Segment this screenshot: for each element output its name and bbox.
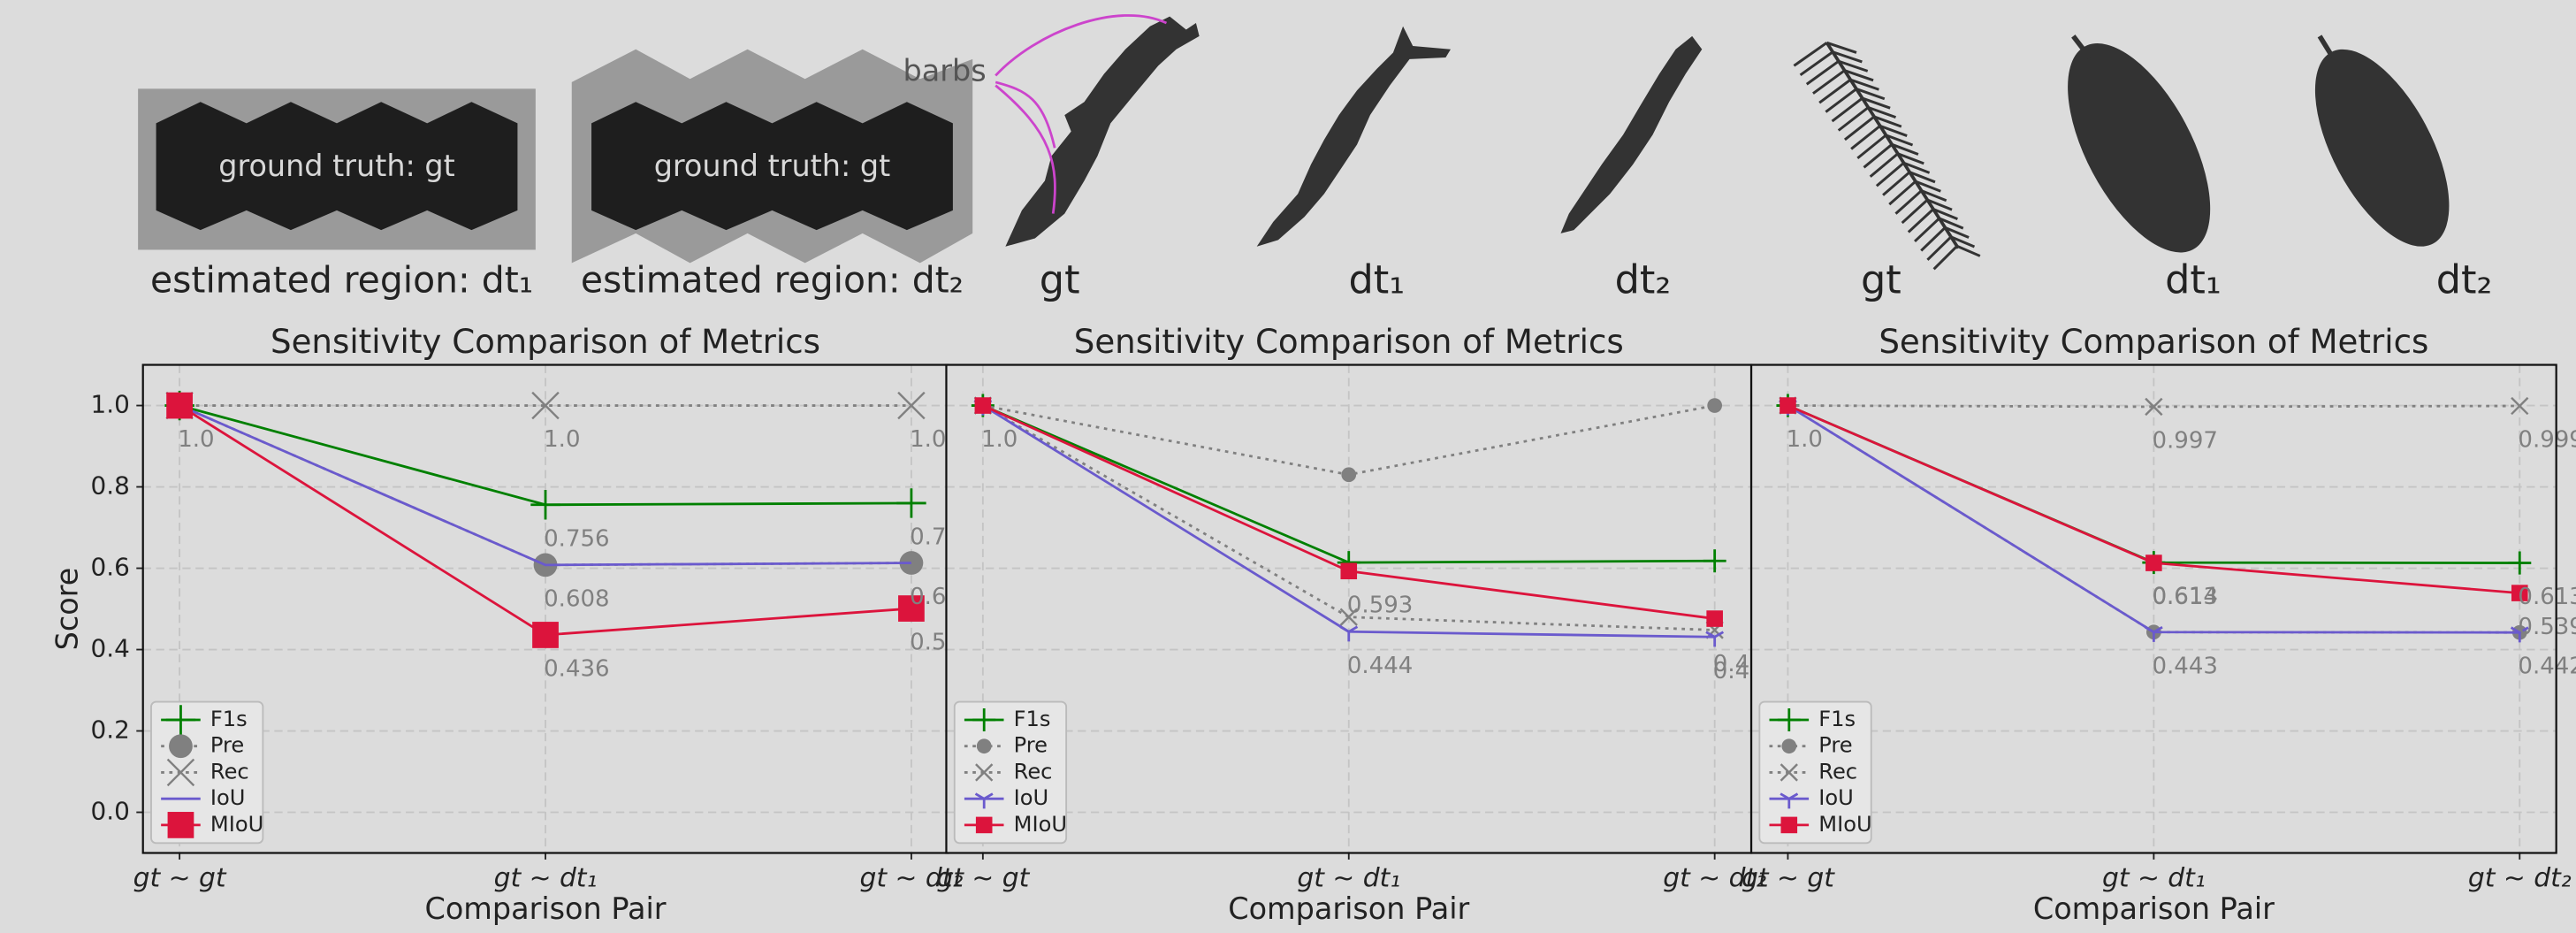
x-tick-label: gt ~ dt₂ bbox=[2468, 863, 2572, 894]
legend-marker bbox=[1781, 817, 1798, 834]
x-tick-label: gt ~ gt bbox=[936, 863, 1030, 894]
value-label: 0.442 bbox=[2518, 654, 2576, 680]
shape-label: dt₂ bbox=[1615, 257, 1672, 303]
shape-label: dt₁ bbox=[1349, 257, 1406, 303]
value-label: 0.999 bbox=[2518, 427, 2576, 454]
legend-marker bbox=[976, 817, 993, 834]
legend-marker bbox=[1781, 738, 1796, 753]
value-label: 0.997 bbox=[2153, 427, 2218, 454]
x-axis-label: Comparison Pair bbox=[2033, 891, 2275, 926]
x-axis-label: Comparison Pair bbox=[424, 891, 666, 926]
value-label: 0.444 bbox=[1347, 653, 1413, 679]
legend-label: IoU bbox=[1014, 785, 1049, 810]
marker bbox=[532, 622, 559, 648]
x-tick-label: gt ~ dt₁ bbox=[2102, 863, 2206, 894]
figure: ground truth: gt estimated region: dt₁ g… bbox=[0, 0, 2576, 933]
chart-title: Sensitivity Comparison of Metrics bbox=[1074, 323, 1624, 361]
legend-label: Rec bbox=[1014, 759, 1053, 784]
value-label: 0.443 bbox=[2153, 653, 2218, 679]
y-tick-label: 0.8 bbox=[91, 471, 130, 501]
legend-label: F1s bbox=[210, 707, 248, 731]
y-tick-label: 0.6 bbox=[91, 553, 130, 582]
box-caption: estimated region: dt₁ bbox=[150, 259, 533, 302]
x-tick-label: gt ~ dt₁ bbox=[1297, 863, 1400, 894]
marker bbox=[1340, 562, 1357, 579]
marker bbox=[1706, 610, 1723, 627]
marker bbox=[975, 397, 992, 414]
legend-label: IoU bbox=[210, 785, 246, 810]
value-label: 1.0 bbox=[178, 426, 214, 453]
y-axis-label: Score bbox=[50, 568, 85, 651]
legend-label: Rec bbox=[210, 759, 249, 784]
annotation: barbs bbox=[903, 53, 987, 88]
shape-label: dt₂ bbox=[2436, 257, 2493, 303]
legend-label: MIoU bbox=[1014, 812, 1067, 837]
value-label: 0.608 bbox=[544, 585, 609, 612]
value-label: 1.0 bbox=[910, 426, 946, 453]
legend-label: MIoU bbox=[210, 812, 263, 837]
legend-marker bbox=[169, 734, 193, 758]
legend-label: IoU bbox=[1818, 785, 1854, 810]
y-tick-label: 0.4 bbox=[91, 634, 130, 663]
value-label: 0.756 bbox=[544, 525, 609, 552]
page: ground truth: gt estimated region: dt₁ g… bbox=[0, 0, 2576, 933]
marker bbox=[166, 393, 193, 419]
region-label: ground truth: gt bbox=[654, 149, 891, 183]
marker bbox=[1707, 398, 1722, 413]
legend-label: Pre bbox=[210, 733, 244, 758]
value-label: 1.0 bbox=[981, 426, 1017, 453]
y-tick-label: 0.2 bbox=[91, 715, 130, 745]
marker bbox=[2145, 554, 2162, 571]
legend-marker bbox=[168, 812, 194, 838]
legend-marker bbox=[977, 738, 992, 753]
value-label: 1.0 bbox=[544, 426, 580, 453]
value-label: 0.593 bbox=[1347, 592, 1413, 618]
legend-label: F1s bbox=[1014, 707, 1051, 731]
value-label: 1.0 bbox=[1787, 426, 1823, 453]
value-label: 0.539 bbox=[2518, 614, 2576, 640]
marker bbox=[1780, 397, 1796, 414]
legend-label: Rec bbox=[1818, 759, 1857, 784]
chart: Sensitivity Comparison of Metrics 0.0 0.2 0… bbox=[50, 323, 976, 926]
legend-label: F1s bbox=[1818, 707, 1856, 731]
y-tick-label: 0.0 bbox=[91, 797, 130, 826]
legend-label: MIoU bbox=[1818, 812, 1871, 837]
shape-label: gt bbox=[1040, 257, 1080, 303]
value-label: 0.613 bbox=[2518, 584, 2576, 610]
box-caption: estimated region: dt₂ bbox=[581, 259, 964, 302]
chart-title: Sensitivity Comparison of Metrics bbox=[271, 323, 820, 361]
shape-label: gt bbox=[1861, 257, 1902, 303]
region-label: ground truth: gt bbox=[218, 149, 455, 183]
legend-label: Pre bbox=[1014, 733, 1048, 758]
x-axis-label: Comparison Pair bbox=[1228, 891, 1469, 926]
x-tick-label: gt ~ gt bbox=[133, 863, 227, 894]
value-label: 0.613 bbox=[2153, 584, 2218, 610]
chart: Sensitivity Comparison of Metrics gt ~ gt… bbox=[1741, 323, 2576, 926]
chart-title: Sensitivity Comparison of Metrics bbox=[1879, 323, 2428, 361]
chart: Sensitivity Comparison of Metrics gt ~ gt… bbox=[936, 323, 1779, 926]
value-label: 0.436 bbox=[544, 655, 609, 682]
x-tick-label: gt ~ dt₁ bbox=[494, 863, 598, 894]
x-tick-label: gt ~ gt bbox=[1741, 863, 1835, 894]
shape-label: dt₁ bbox=[2165, 257, 2222, 303]
marker bbox=[1341, 467, 1356, 482]
legend-label: Pre bbox=[1818, 733, 1852, 758]
y-tick-label: 1.0 bbox=[91, 390, 130, 419]
